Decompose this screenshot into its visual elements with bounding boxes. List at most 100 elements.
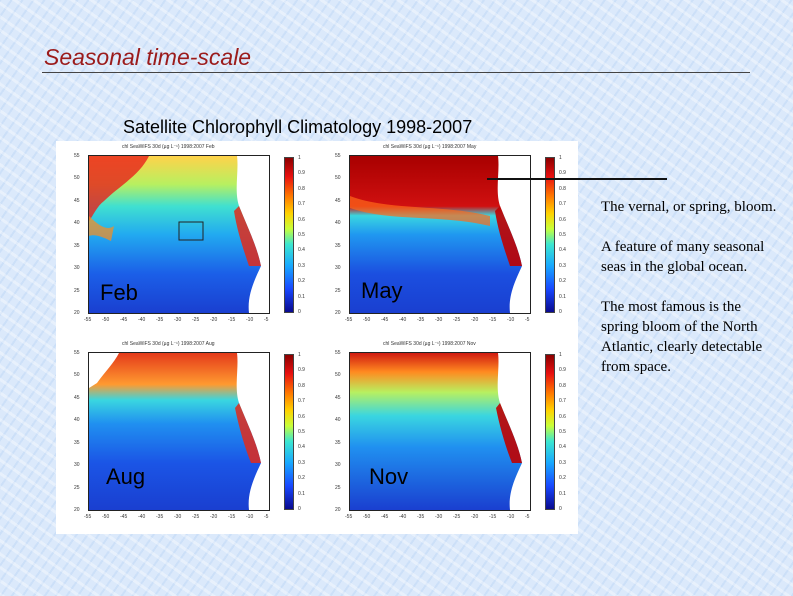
colorbar-tick-label: 0 xyxy=(559,506,562,512)
colorbar xyxy=(284,354,294,510)
latitude-tick-label: 45 xyxy=(74,197,80,204)
colorbar-tick-label: 0.2 xyxy=(298,475,305,482)
map-plot-aug xyxy=(88,352,270,511)
map-header: chl SeaWiFS 30d (µg L⁻¹) 1998:2007 Feb xyxy=(122,144,215,150)
map-panel-aug: chl SeaWiFS 30d (µg L⁻¹) 1998:2007 Aug 5… xyxy=(56,338,317,528)
latitude-tick-label: 40 xyxy=(74,417,80,424)
longitude-tick-label: -55 xyxy=(84,514,92,520)
longitude-tick-label: -35 xyxy=(417,317,425,323)
colorbar-tick-label: 0.8 xyxy=(559,382,566,389)
latitude-tick-label: 30 xyxy=(335,265,341,272)
month-label-nov: Nov xyxy=(369,464,409,489)
colorbar-tick-label: 0.7 xyxy=(298,201,305,208)
map-header: chl SeaWiFS 30d (µg L⁻¹) 1998:2007 Nov xyxy=(383,341,476,347)
colorbar-tick-label: 0.7 xyxy=(298,398,305,405)
longitude-tick-label: -35 xyxy=(417,514,425,520)
latitude-tick-label: 55 xyxy=(335,350,341,356)
latitude-tick-label: 35 xyxy=(335,439,341,446)
colorbar-tick-label: 1 xyxy=(559,352,562,358)
chlorophyll-figure: chl SeaWiFS 30d (µg L⁻¹) 1998:2007 Feb xyxy=(56,141,578,534)
longitude-tick-label: -45 xyxy=(381,317,389,323)
longitude-tick-label: -10 xyxy=(507,514,515,520)
latitude-tick-label: 40 xyxy=(335,220,341,227)
latitude-tick-label: 35 xyxy=(74,439,80,446)
longitude-tick-label: -25 xyxy=(453,514,461,520)
latitude-tick-label: 40 xyxy=(335,417,341,424)
longitude-tick-label: -45 xyxy=(381,514,389,520)
month-label-aug: Aug xyxy=(106,464,146,489)
latitude-tick-label: 30 xyxy=(74,265,80,272)
latitude-tick-label: 50 xyxy=(74,175,80,182)
colorbar-tick-label: 0.5 xyxy=(559,429,566,435)
colorbar-tick-label: 0.6 xyxy=(559,413,566,420)
colorbar-tick-label: 0.3 xyxy=(559,459,566,466)
longitude-tick-label: -20 xyxy=(471,514,479,520)
longitude-tick-label: -40 xyxy=(138,317,146,323)
colorbar-tick-label: 0.9 xyxy=(298,367,305,374)
latitude-tick-label: 25 xyxy=(74,484,80,491)
note-text: A feature of many seasonal seas in the g… xyxy=(601,239,765,275)
colorbar xyxy=(545,157,555,313)
map-plot-nov xyxy=(349,352,531,511)
colorbar-tick-label: 0.6 xyxy=(559,216,566,223)
longitude-tick-label: -55 xyxy=(345,317,353,323)
colorbar-tick-label: 0.6 xyxy=(298,216,305,223)
longitude-tick-label: -15 xyxy=(489,514,497,520)
colorbar-tick-label: 0 xyxy=(298,309,301,315)
colorbar-tick-label: 0.5 xyxy=(559,232,566,238)
longitude-tick-label: -35 xyxy=(156,317,164,323)
colorbar-tick-label: 0.8 xyxy=(298,185,305,192)
colorbar-tick-label: 0.8 xyxy=(559,185,566,192)
colorbar-tick-label: 0.3 xyxy=(559,262,566,269)
note-text: The most famous is the spring bloom of t… xyxy=(601,299,763,375)
notes-panel: The vernal, or spring, bloom. A feature … xyxy=(601,197,781,397)
latitude-tick-label: 20 xyxy=(335,507,341,513)
title-divider xyxy=(42,72,750,73)
slide-title: Seasonal time-scale xyxy=(44,44,252,70)
longitude-tick-label: -50 xyxy=(102,514,110,520)
latitude-tick-label: 35 xyxy=(74,242,80,249)
longitude-tick-label: -35 xyxy=(156,514,164,520)
latitude-tick-label: 55 xyxy=(74,350,80,356)
colorbar-tick-label: 1 xyxy=(559,155,562,161)
longitude-tick-label: -15 xyxy=(489,317,497,323)
figure-caption: Satellite Chlorophyll Climatology 1998-2… xyxy=(123,117,473,137)
colorbar-tick-label: 0.9 xyxy=(559,170,566,177)
map-header: chl SeaWiFS 30d (µg L⁻¹) 1998:2007 May xyxy=(383,144,477,150)
latitude-tick-label: 25 xyxy=(335,287,341,294)
map-panel-may: chl SeaWiFS 30d (µg L⁻¹) 1998:2007 May 5… xyxy=(317,141,578,331)
latitude-tick-label: 50 xyxy=(335,175,341,182)
bloom-pointer-line xyxy=(487,178,667,180)
colorbar-tick-label: 0.3 xyxy=(298,459,305,466)
longitude-tick-label: -45 xyxy=(120,514,128,520)
latitude-tick-label: 55 xyxy=(335,153,341,159)
colorbar-tick-label: 0.4 xyxy=(559,444,566,451)
colorbar-tick-label: 0.9 xyxy=(559,367,566,374)
latitude-tick-label: 40 xyxy=(74,220,80,227)
month-label-may: May xyxy=(361,278,403,303)
latitude-tick-label: 30 xyxy=(74,462,80,469)
colorbar-tick-label: 0.7 xyxy=(559,398,566,405)
note-text: The vernal, or spring, bloom. xyxy=(601,199,777,215)
longitude-tick-label: -15 xyxy=(228,317,236,323)
longitude-tick-label: -30 xyxy=(174,317,182,323)
map-plot-feb xyxy=(88,155,270,314)
colorbar xyxy=(545,354,555,510)
latitude-tick-label: 20 xyxy=(74,310,80,316)
longitude-tick-label: -50 xyxy=(102,317,110,323)
latitude-tick-label: 25 xyxy=(335,484,341,491)
longitude-tick-label: -20 xyxy=(471,317,479,323)
longitude-tick-label: -40 xyxy=(399,317,407,323)
longitude-tick-label: -50 xyxy=(363,514,371,520)
colorbar-tick-label: 0.1 xyxy=(298,293,305,300)
latitude-tick-label: 35 xyxy=(335,242,341,249)
colorbar xyxy=(284,157,294,313)
latitude-tick-label: 50 xyxy=(335,372,341,379)
longitude-tick-label: -10 xyxy=(246,514,254,520)
longitude-tick-label: -5 xyxy=(525,317,530,323)
colorbar-tick-label: 0.7 xyxy=(559,201,566,208)
colorbar-tick-label: 0.6 xyxy=(298,413,305,420)
longitude-tick-label: -10 xyxy=(246,317,254,323)
colorbar-tick-label: 0.3 xyxy=(298,262,305,269)
longitude-tick-label: -25 xyxy=(192,317,200,323)
